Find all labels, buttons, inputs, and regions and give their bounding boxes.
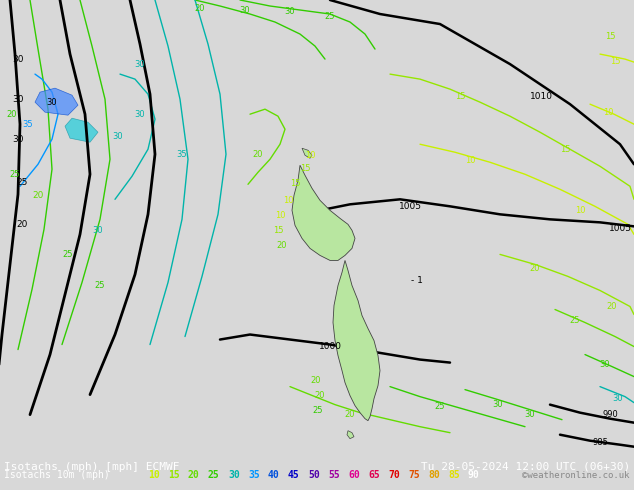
Text: 20: 20 [311,376,321,385]
Text: 990: 990 [602,410,618,419]
Text: 30: 30 [134,60,145,69]
Polygon shape [333,260,380,421]
Text: 1005: 1005 [609,224,631,233]
Text: 15: 15 [273,226,283,235]
Text: 10: 10 [148,470,160,480]
Text: 30: 30 [612,394,623,403]
Text: 55: 55 [328,470,340,480]
Text: 15: 15 [168,470,180,480]
Text: 30: 30 [134,110,145,119]
Text: 20: 20 [607,302,618,311]
Text: 30: 30 [12,54,23,64]
Text: 20: 20 [7,110,17,119]
Polygon shape [65,118,98,142]
Text: 10: 10 [275,211,285,220]
Text: 65: 65 [368,470,380,480]
Text: 985: 985 [592,438,608,447]
Text: 30: 30 [285,6,295,16]
Text: 25: 25 [570,316,580,325]
Text: - 1: - 1 [411,276,425,285]
Text: 30: 30 [113,132,123,141]
Text: Tu 28-05-2024 12:00 UTC (06+30): Tu 28-05-2024 12:00 UTC (06+30) [421,462,630,472]
Text: 30: 30 [12,135,23,144]
Text: 1010: 1010 [530,92,553,100]
Text: 25: 25 [16,178,28,187]
Text: 80: 80 [428,470,440,480]
Polygon shape [292,165,355,260]
Text: 20: 20 [253,150,263,159]
Text: Isotachs 10m (mph): Isotachs 10m (mph) [4,470,110,480]
Text: 20: 20 [345,410,355,419]
Text: 20: 20 [314,391,325,400]
Text: 20: 20 [530,264,540,273]
Text: 15: 15 [455,92,465,100]
Text: 15: 15 [300,164,310,173]
Text: 15: 15 [290,179,301,188]
Text: 10: 10 [603,108,613,117]
Text: 40: 40 [268,470,280,480]
Text: 25: 25 [63,250,74,259]
Text: 30: 30 [93,226,103,235]
Text: 25: 25 [10,170,20,179]
Text: 15: 15 [605,31,615,41]
Text: 10: 10 [465,156,476,165]
Text: 1005: 1005 [399,202,422,211]
Text: 30: 30 [240,5,250,15]
Text: 25: 25 [313,406,323,415]
Text: 75: 75 [408,470,420,480]
Text: 10: 10 [283,196,294,205]
Text: 45: 45 [288,470,300,480]
Text: 30: 30 [600,360,611,369]
Text: 35: 35 [23,120,34,129]
Text: 15: 15 [560,145,570,154]
Text: 30: 30 [493,400,503,409]
Text: 30: 30 [525,410,535,419]
Text: 35: 35 [177,150,187,159]
Text: 20: 20 [188,470,200,480]
Text: 15: 15 [610,57,620,66]
Polygon shape [35,88,78,115]
Text: 50: 50 [308,470,320,480]
Text: 25: 25 [325,12,335,21]
Text: 20: 20 [16,220,28,229]
Text: 85: 85 [448,470,460,480]
Text: 30: 30 [12,95,23,104]
Text: 20: 20 [277,241,287,250]
Text: 30: 30 [47,98,57,107]
Text: 30: 30 [228,470,240,480]
Text: 1000: 1000 [318,342,342,351]
Polygon shape [302,148,312,158]
Text: 10: 10 [575,206,585,215]
Polygon shape [347,431,354,439]
Text: 20: 20 [195,3,205,13]
Text: 35: 35 [248,470,260,480]
Text: 25: 25 [435,402,445,411]
Text: ©weatheronline.co.uk: ©weatheronline.co.uk [522,471,630,480]
Text: 25: 25 [208,470,220,480]
Text: 70: 70 [388,470,400,480]
Text: Isotachs (mph) [mph] ECMWF: Isotachs (mph) [mph] ECMWF [4,462,179,472]
Text: 25: 25 [94,281,105,290]
Text: 10: 10 [305,151,315,160]
Text: 20: 20 [32,191,44,200]
Text: 60: 60 [348,470,359,480]
Text: 90: 90 [468,470,480,480]
